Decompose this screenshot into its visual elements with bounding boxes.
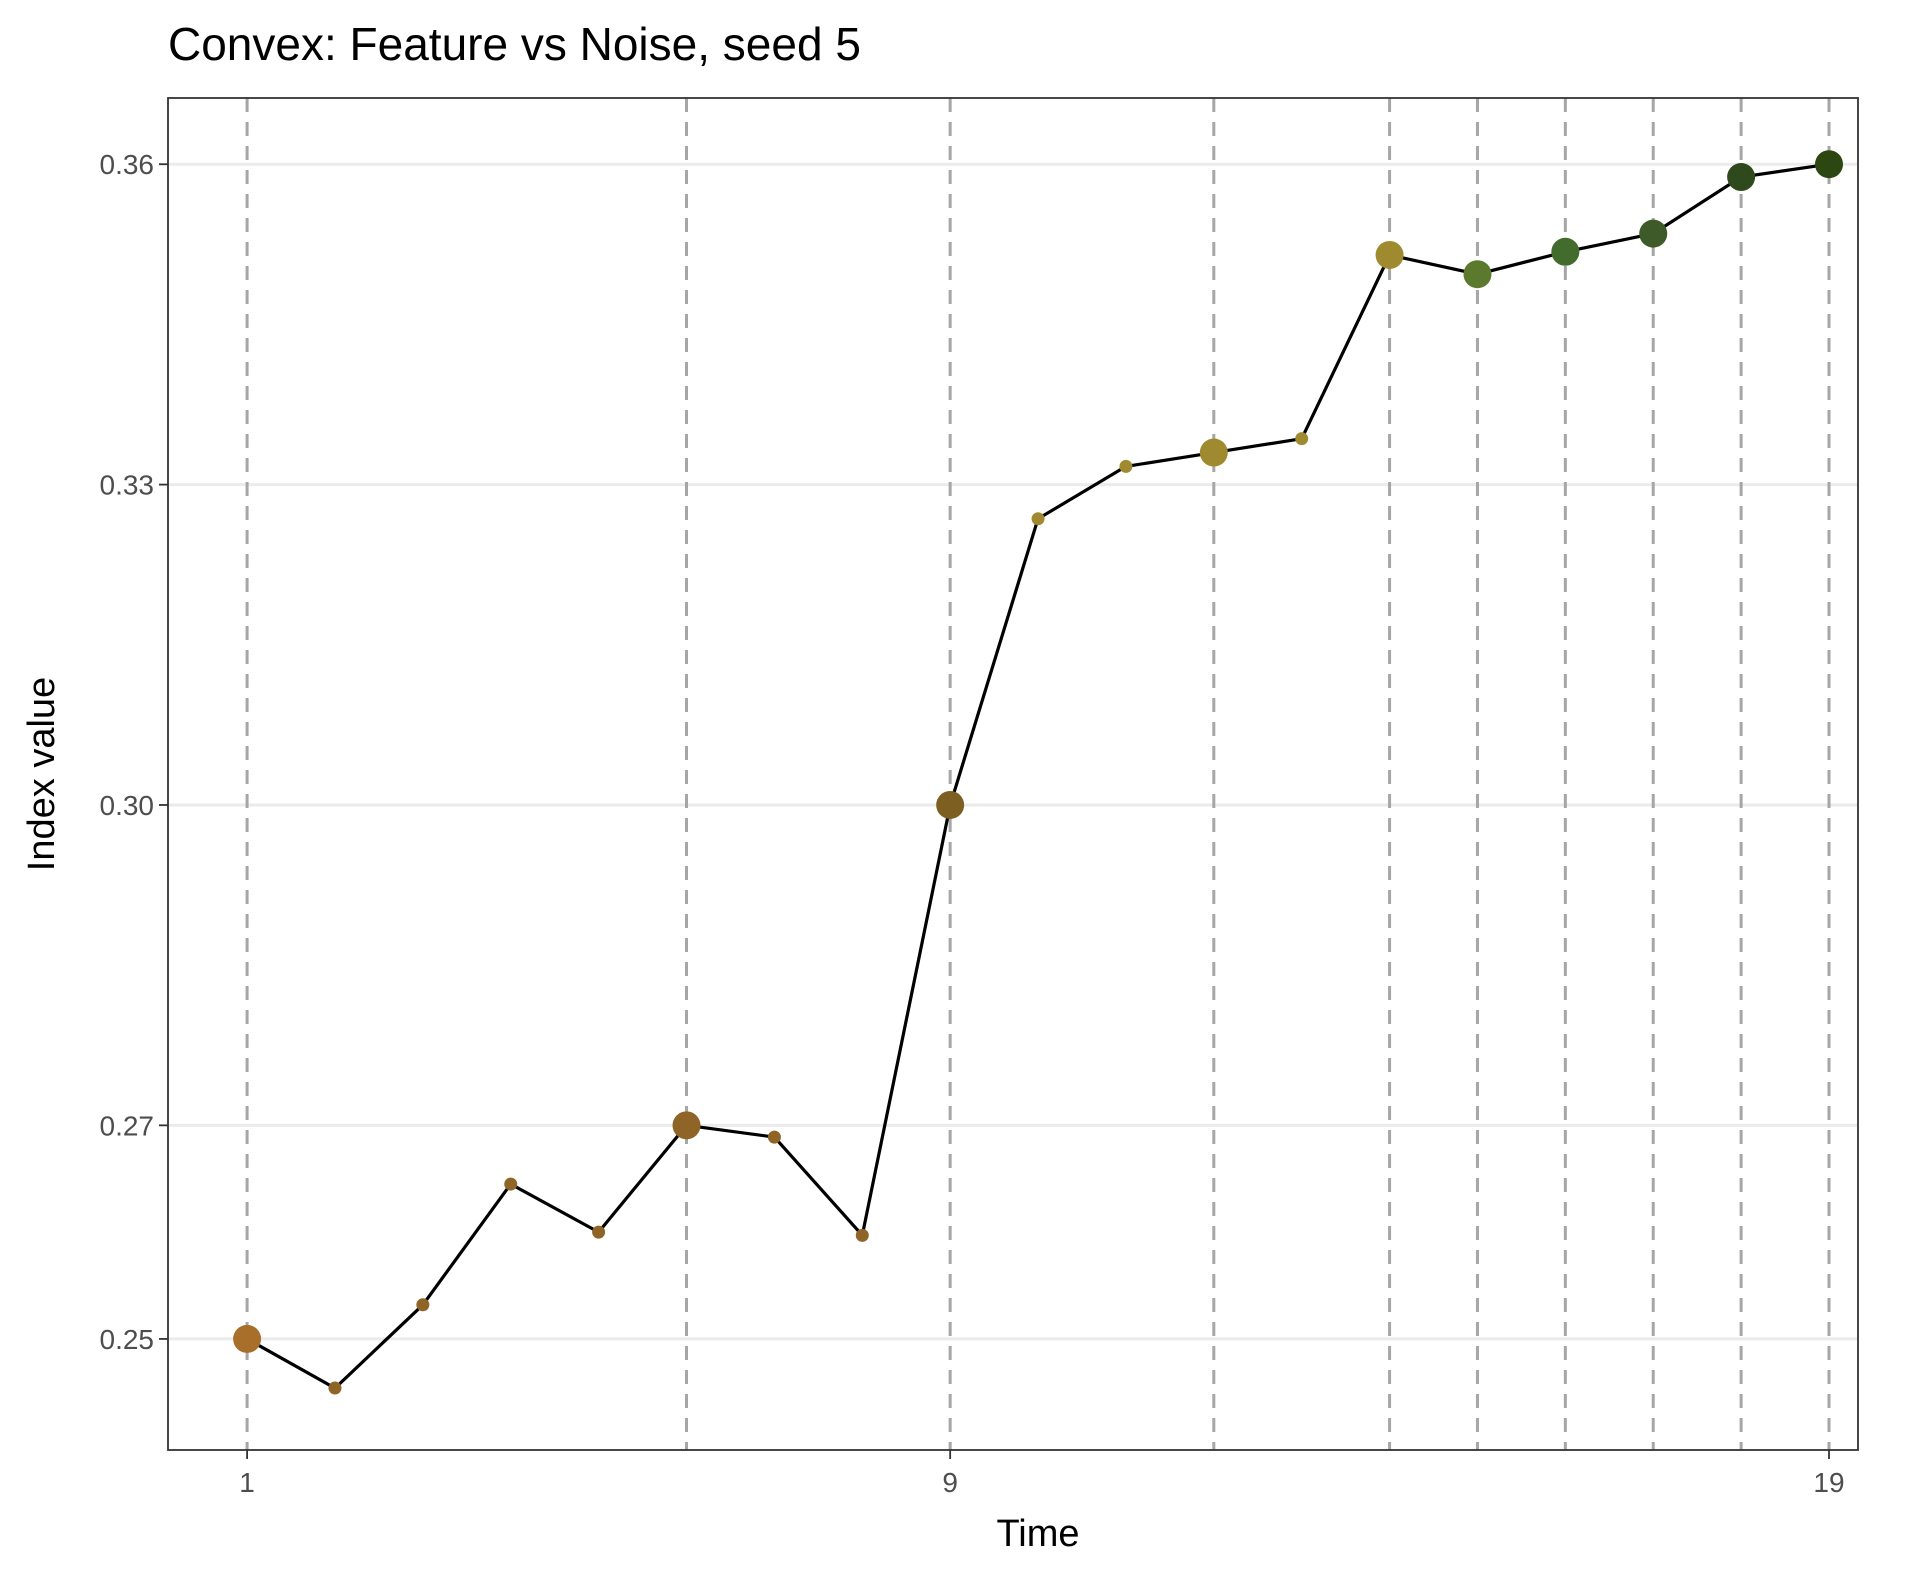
data-point — [1295, 432, 1309, 446]
x-tick-label: 1 — [239, 1467, 255, 1498]
data-point — [1463, 260, 1492, 289]
data-points — [233, 150, 1843, 1395]
data-point — [416, 1298, 430, 1312]
data-point — [592, 1225, 606, 1239]
data-point — [855, 1228, 869, 1242]
y-axis-title: Index value — [21, 677, 63, 871]
data-point — [1727, 163, 1756, 192]
data-point — [1375, 240, 1404, 269]
x-axis: 1 9 19 — [239, 1450, 1845, 1498]
data-point — [233, 1324, 262, 1353]
data-point — [1639, 219, 1668, 248]
data-point — [1199, 438, 1228, 467]
data-point — [328, 1381, 342, 1395]
y-tick-label: 0.33 — [100, 470, 155, 501]
x-tick-label: 19 — [1813, 1467, 1844, 1498]
data-point — [672, 1111, 701, 1140]
y-tick-label: 0.30 — [100, 790, 155, 821]
data-point — [504, 1177, 518, 1191]
vertical-dashed-lines — [245, 98, 1831, 1450]
data-point — [1031, 512, 1045, 526]
x-tick-label: 9 — [942, 1467, 958, 1498]
plot-panel-border — [167, 97, 1859, 1451]
y-axis: 0.25 0.27 0.30 0.33 0.36 — [100, 149, 168, 1355]
y-tick-label: 0.27 — [100, 1110, 155, 1141]
data-point — [1119, 459, 1133, 473]
x-axis-title: Time — [996, 1513, 1079, 1555]
chart-title: Convex: Feature vs Noise, seed 5 — [168, 18, 861, 70]
y-tick-label: 0.36 — [100, 149, 155, 180]
data-point — [936, 790, 965, 819]
data-point — [767, 1130, 781, 1144]
data-point — [1551, 237, 1580, 266]
data-point — [1814, 150, 1843, 179]
y-tick-label: 0.25 — [100, 1324, 155, 1355]
gridlines — [168, 162, 1858, 1341]
